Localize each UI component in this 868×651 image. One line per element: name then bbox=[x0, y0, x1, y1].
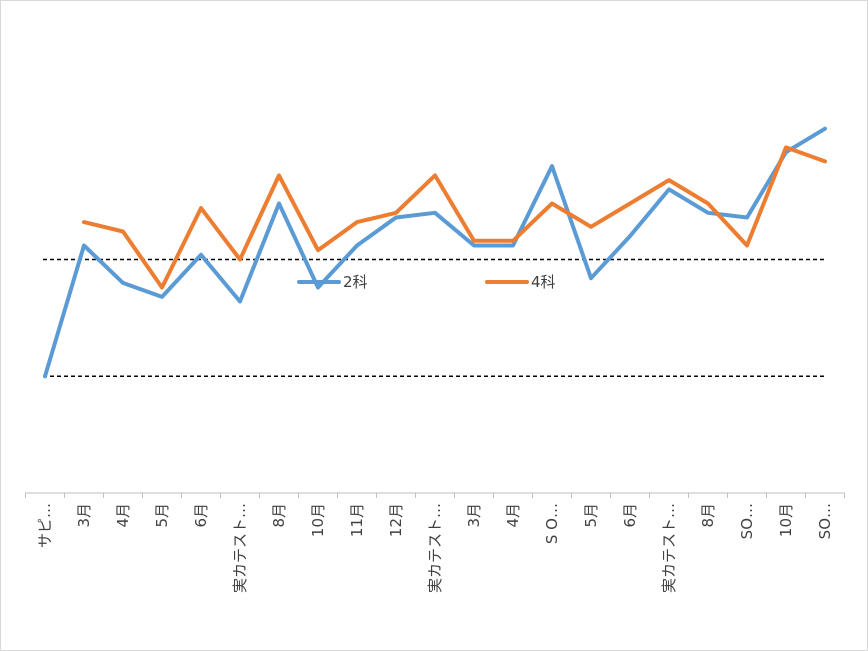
series-line-2 bbox=[82, 145, 827, 290]
x-tick-label: 実カテスト… bbox=[231, 503, 249, 593]
series-2-point bbox=[550, 201, 554, 205]
series-2-point bbox=[277, 173, 281, 177]
series-2-point bbox=[784, 145, 788, 149]
x-tick-label: サピ… bbox=[36, 503, 54, 548]
series-2-point bbox=[472, 239, 476, 243]
x-tick-label: 12月 bbox=[387, 503, 405, 537]
x-tick-label: 6月 bbox=[192, 503, 210, 528]
series-2-point bbox=[745, 243, 749, 247]
series-1-point bbox=[511, 243, 515, 247]
x-tick-label: 8月 bbox=[699, 503, 717, 528]
series-2-point bbox=[706, 201, 710, 205]
x-axis-labels: サピ… 3月 4月 5月 6月 実カテスト… 8月 10月 11月 12月 実カテスト… 3月 4月 S … bbox=[36, 503, 834, 593]
series-layer bbox=[43, 126, 827, 379]
series-2-point bbox=[316, 248, 320, 252]
series-1-point bbox=[550, 164, 554, 168]
reference-lines bbox=[43, 258, 825, 377]
series-2-point bbox=[667, 178, 671, 182]
series-1-point bbox=[82, 243, 86, 247]
series-1-point bbox=[823, 127, 827, 131]
x-tick-label: 実カテスト… bbox=[426, 503, 444, 593]
x-axis-ticks bbox=[25, 493, 845, 498]
x-tick-label: SO… bbox=[816, 503, 834, 539]
x-tick-label: 実カテスト… bbox=[660, 503, 678, 593]
x-tick-label: 3月 bbox=[75, 503, 93, 528]
x-tick-label: 5月 bbox=[582, 503, 600, 528]
series-1-point bbox=[433, 211, 437, 215]
series-1-point bbox=[667, 187, 671, 191]
series-2-point bbox=[355, 220, 359, 224]
series-1-point bbox=[199, 253, 203, 257]
series-2-point bbox=[82, 220, 86, 224]
series-1-point bbox=[628, 234, 632, 238]
series-2-point bbox=[238, 258, 242, 262]
x-tick-label: 11月 bbox=[348, 503, 366, 537]
series-2-point bbox=[199, 206, 203, 210]
series-1-point bbox=[43, 374, 47, 378]
series-1-point bbox=[238, 300, 242, 304]
series-2-point bbox=[433, 173, 437, 177]
series-1-point bbox=[316, 286, 320, 290]
series-1-point bbox=[355, 243, 359, 247]
x-tick-label: 3月 bbox=[465, 503, 483, 528]
series-2-point bbox=[511, 239, 515, 243]
series-2-point bbox=[160, 286, 164, 290]
series-1-point bbox=[121, 281, 125, 285]
legend-label-2: 4科 bbox=[531, 273, 556, 291]
series-1-point bbox=[160, 295, 164, 299]
x-tick-label: 10月 bbox=[309, 503, 327, 537]
series-2-point bbox=[823, 159, 827, 163]
series-2-point bbox=[628, 201, 632, 205]
series-1-point bbox=[472, 243, 476, 247]
x-tick-label: 10月 bbox=[777, 503, 795, 537]
x-tick-label: SO… bbox=[738, 503, 756, 539]
x-tick-label: S O… bbox=[543, 503, 561, 544]
series-line-1 bbox=[43, 126, 827, 379]
x-tick-label: 8月 bbox=[270, 503, 288, 528]
series-2-point bbox=[121, 229, 125, 233]
x-tick-label: 4月 bbox=[504, 503, 522, 528]
series-1-point bbox=[706, 211, 710, 215]
legend: 2科 4科 bbox=[297, 273, 556, 291]
series-2-point bbox=[589, 225, 593, 229]
series-2-point bbox=[394, 211, 398, 215]
legend-label-1: 2科 bbox=[343, 273, 368, 291]
series-1-point bbox=[394, 215, 398, 219]
series-1-point bbox=[589, 276, 593, 280]
series-1-point bbox=[277, 201, 281, 205]
x-tick-label: 5月 bbox=[153, 503, 171, 528]
x-tick-label: 6月 bbox=[621, 503, 639, 528]
series-1-point bbox=[745, 215, 749, 219]
x-tick-label: 4月 bbox=[114, 503, 132, 528]
